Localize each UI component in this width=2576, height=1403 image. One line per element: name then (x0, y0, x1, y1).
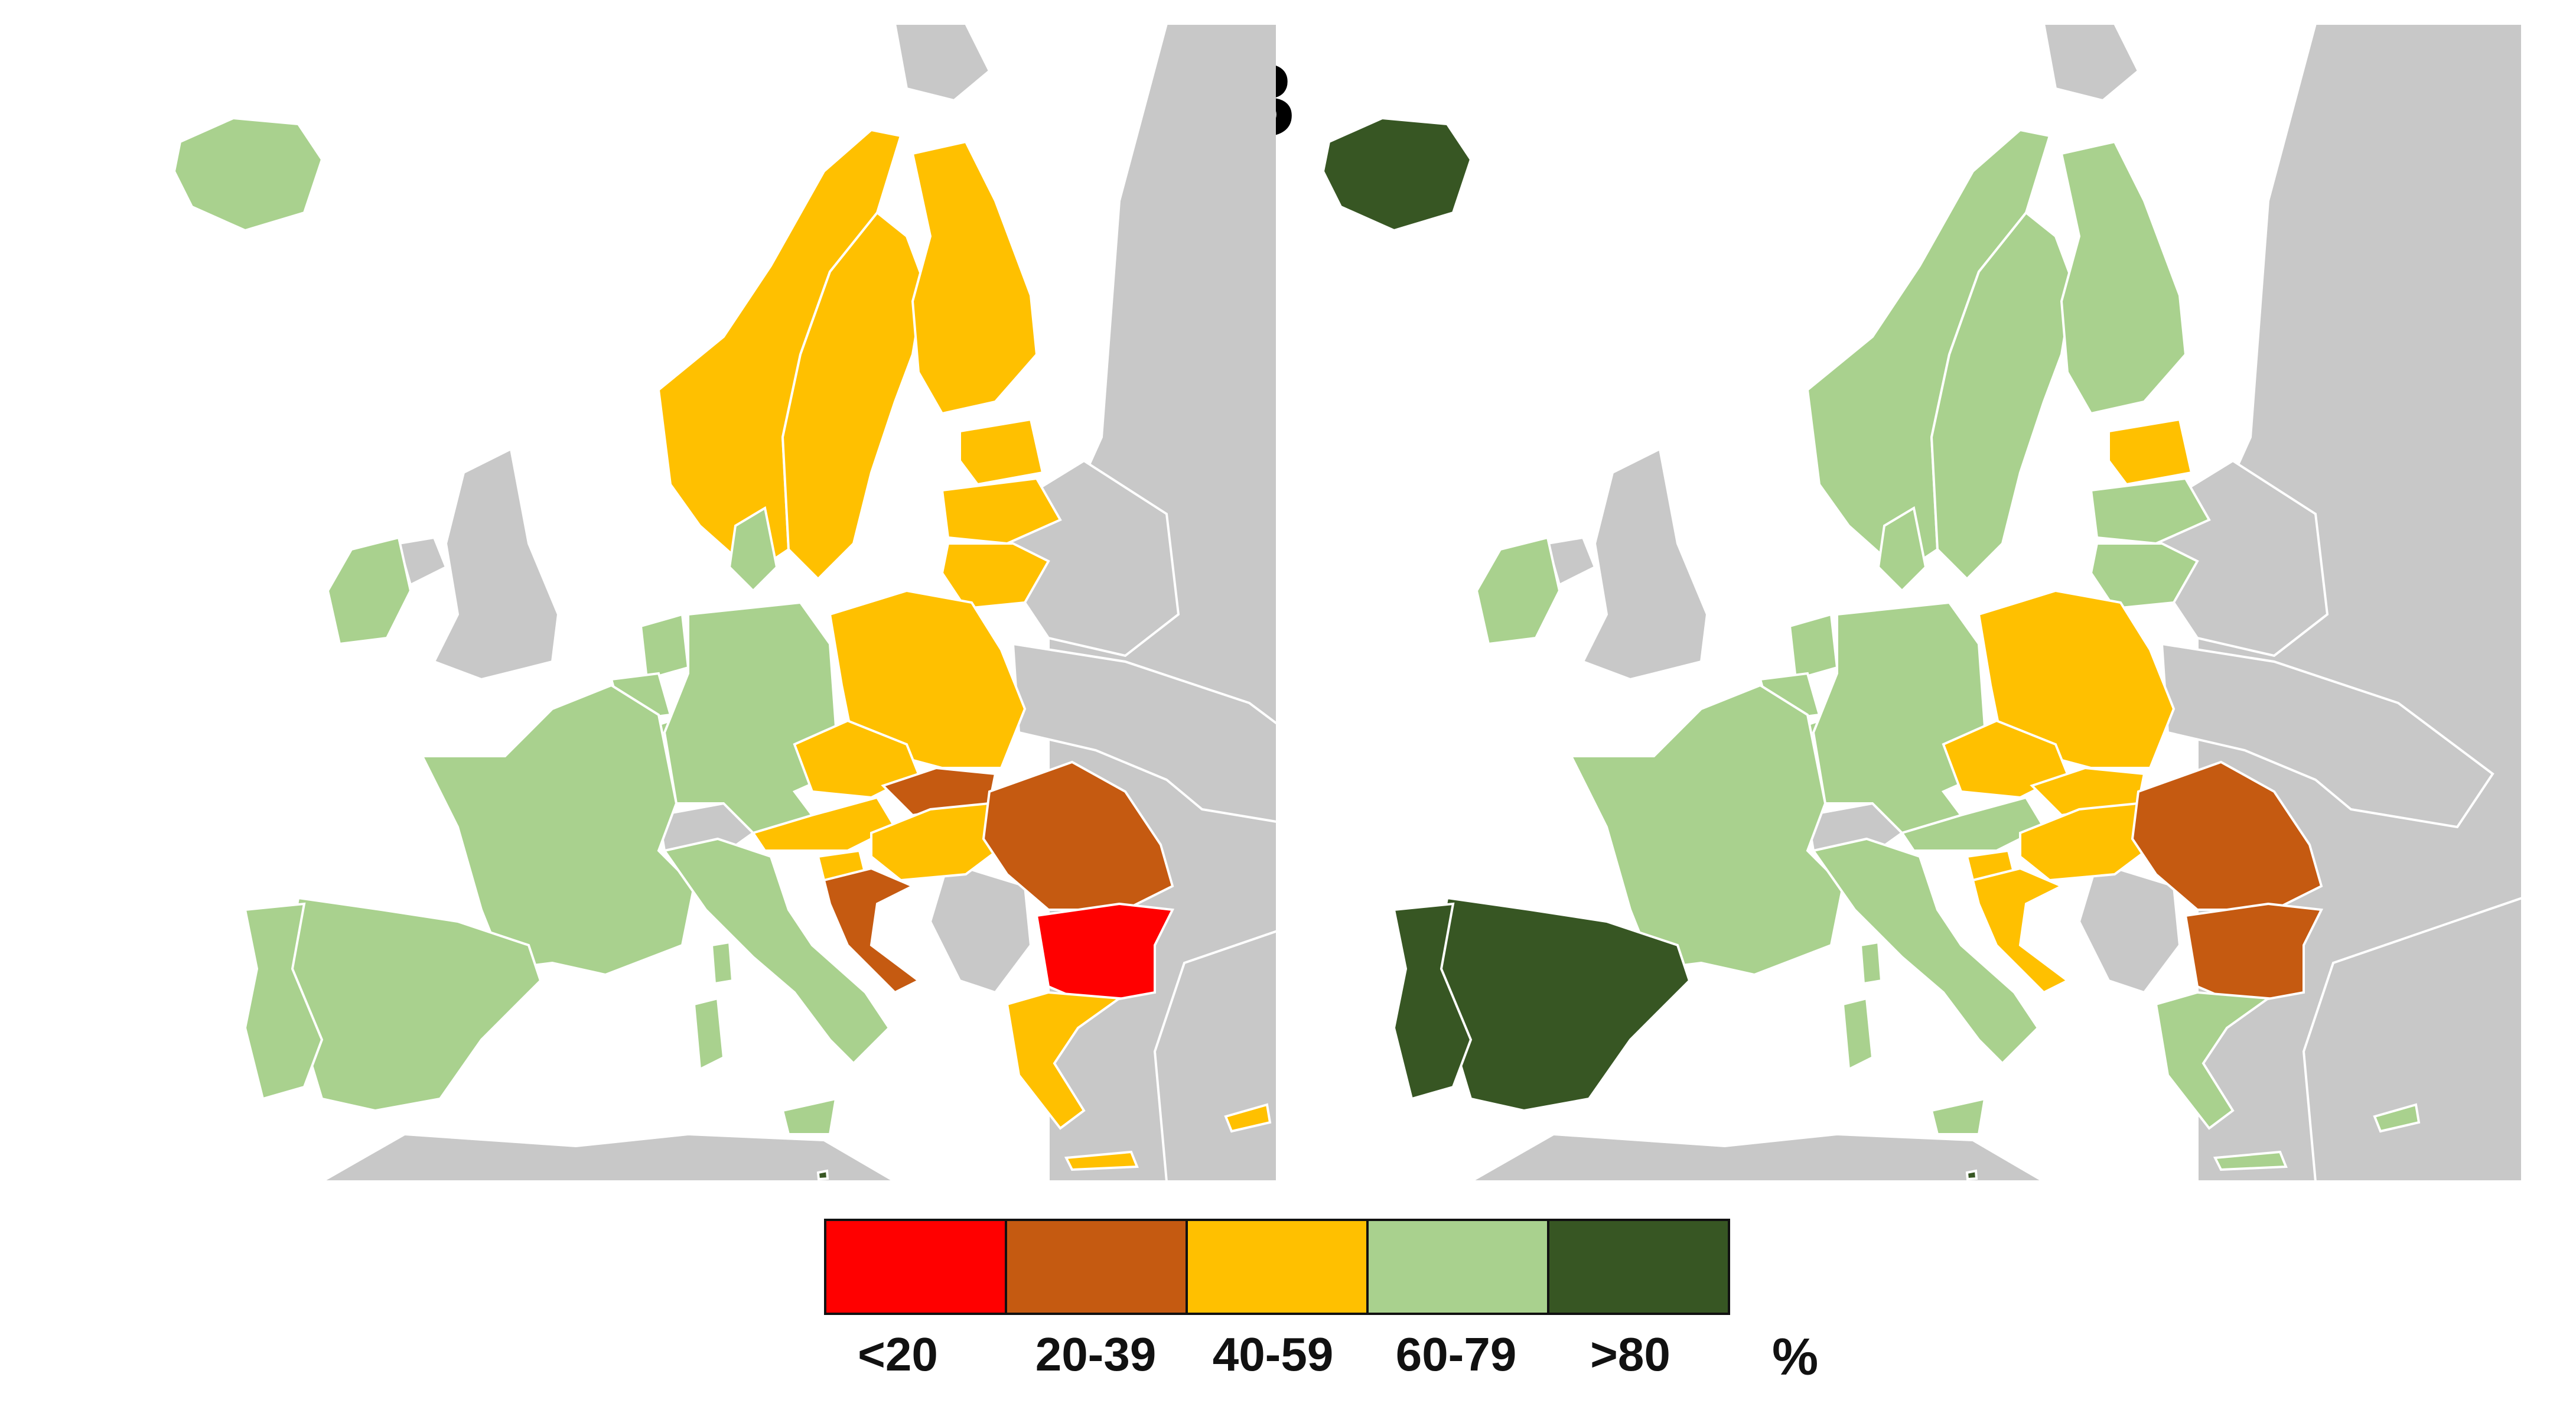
region-sicily (1930, 1097, 1986, 1135)
grey-turkey (2302, 896, 2522, 1181)
region-latvia (2089, 477, 2211, 545)
region-netherlands (639, 613, 690, 681)
region-netherlands (1788, 613, 1839, 681)
region-corsica (710, 940, 734, 985)
region-ireland (326, 536, 412, 646)
region-finland (911, 140, 1038, 415)
grey-north-africa (1468, 1132, 2046, 1181)
legend-label-20-39: 20-39 (1035, 1328, 1157, 1381)
panel-label: B (1276, 47, 1297, 154)
region-finland (2060, 140, 2187, 415)
region-bulgaria (2184, 902, 2324, 1006)
region-malta (816, 1169, 829, 1181)
region-poland (1977, 589, 2176, 769)
region-sardinia (692, 997, 725, 1072)
region-romania (982, 760, 1174, 911)
region-greece (1005, 991, 1123, 1130)
region-bulgaria (1035, 902, 1175, 1006)
region-ireland (1475, 536, 1561, 646)
region-malta (1965, 1169, 1978, 1181)
legend-swatch-under-20 (826, 1221, 1007, 1313)
legend-label-over-80: >80 (1590, 1328, 1670, 1381)
region-cyprus (2373, 1103, 2421, 1133)
region-slovakia (881, 766, 997, 817)
europe-map-a (127, 24, 1373, 1181)
legend-swatch-60-79 (1369, 1221, 1549, 1313)
legend-swatch-20-39 (1007, 1221, 1188, 1313)
region-crete (1064, 1150, 1139, 1171)
region-hungary (870, 802, 1015, 882)
region-italy (662, 837, 891, 1065)
legend-label-60-79: 60-79 (1395, 1328, 1517, 1381)
region-corsica (1859, 940, 1883, 985)
legend-label-40-59: 40-59 (1212, 1328, 1334, 1381)
europe-map-b (1276, 24, 2522, 1181)
legend-color-bar (824, 1219, 1730, 1315)
region-denmark (1877, 506, 1927, 593)
color-legend: <20 20-39 40-59 60-79 >80 % (824, 1219, 1818, 1383)
legend-unit-label: % (1772, 1327, 1819, 1386)
region-romania (2131, 760, 2323, 911)
grey-scandinavian-north (893, 24, 991, 102)
region-estonia (2108, 418, 2193, 486)
legend-swatch-40-59 (1188, 1221, 1369, 1313)
region-estonia (959, 418, 1044, 486)
region-sweden (781, 211, 926, 581)
map-panel-a: A (127, 24, 1373, 1181)
map-panel-b: B (1276, 24, 2522, 1181)
region-lithuania (940, 542, 1050, 610)
region-cyprus (1224, 1103, 1272, 1133)
grey-scandinavian-north (2042, 24, 2140, 102)
region-portugal (243, 902, 324, 1101)
grey-great-britain (1581, 447, 1709, 681)
region-denmark (728, 506, 779, 593)
region-croatia (1971, 867, 2070, 994)
legend-label-under-20: <20 (858, 1328, 938, 1381)
region-latvia (940, 477, 1062, 545)
region-sicily (781, 1097, 838, 1135)
region-greece (2154, 991, 2272, 1130)
region-crete (2213, 1150, 2288, 1171)
grey-ukraine (2160, 642, 2494, 829)
region-lithuania (2089, 542, 2199, 610)
region-italy (1811, 837, 2040, 1065)
region-sweden (1930, 211, 2075, 581)
grey-north-africa (319, 1132, 897, 1181)
region-sardinia (1841, 997, 1874, 1072)
legend-swatch-over-80 (1549, 1221, 1728, 1313)
region-slovakia (2030, 766, 2146, 817)
region-poland (828, 589, 1027, 769)
grey-great-britain (432, 447, 560, 681)
region-portugal (1392, 902, 1473, 1101)
grey-ukraine (1011, 642, 1346, 829)
region-croatia (822, 867, 921, 994)
region-iceland (172, 116, 324, 232)
region-hungary (2019, 802, 2164, 882)
region-iceland (1321, 116, 1473, 232)
